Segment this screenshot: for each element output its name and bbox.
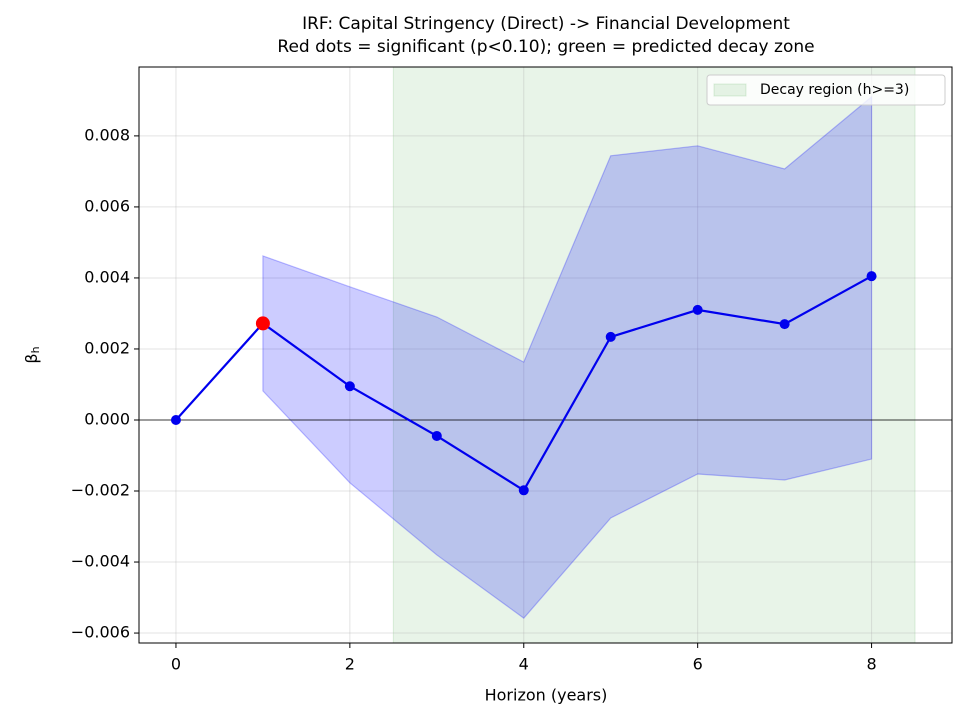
x-tick-label: 8 [866,655,876,674]
y-tick-label: 0.008 [84,125,130,144]
point [431,430,442,441]
point [779,319,790,330]
decay-span [392,66,916,644]
point [518,485,529,496]
y-tick-label: −0.004 [71,552,130,571]
legend-label: Decay region (h>=3) [760,82,909,98]
x-tick-label: 0 [171,655,181,674]
legend-swatch [713,83,747,97]
y-tick-label: 0.004 [84,267,130,286]
legend-box [706,74,946,106]
y-tick-label: 0.006 [84,196,130,215]
significant-point [255,316,270,331]
y-axis-label: βh [22,346,43,363]
x-tick-label: 2 [345,655,355,674]
confidence-band [262,95,873,619]
x-axis-label: Horizon (years) [485,686,608,705]
point [170,414,181,425]
plot-frame [138,66,953,644]
y-tick-label: −0.006 [71,623,130,642]
point [866,271,877,282]
point [692,304,703,315]
y-tick-label: 0.000 [84,409,130,428]
y-tick-label: 0.002 [84,338,130,357]
point [344,381,355,392]
chart-subtitle: Red dots = significant (p<0.10); green =… [277,37,814,57]
chart-title: IRF: Capital Stringency (Direct) -> Fina… [302,14,790,34]
point [605,331,616,342]
x-tick-label: 4 [519,655,529,674]
y-tick-label: −0.002 [71,481,130,500]
y-axis-label-main: β [22,353,41,363]
x-tick-label: 6 [693,655,703,674]
y-axis-label-sub: h [29,346,42,353]
